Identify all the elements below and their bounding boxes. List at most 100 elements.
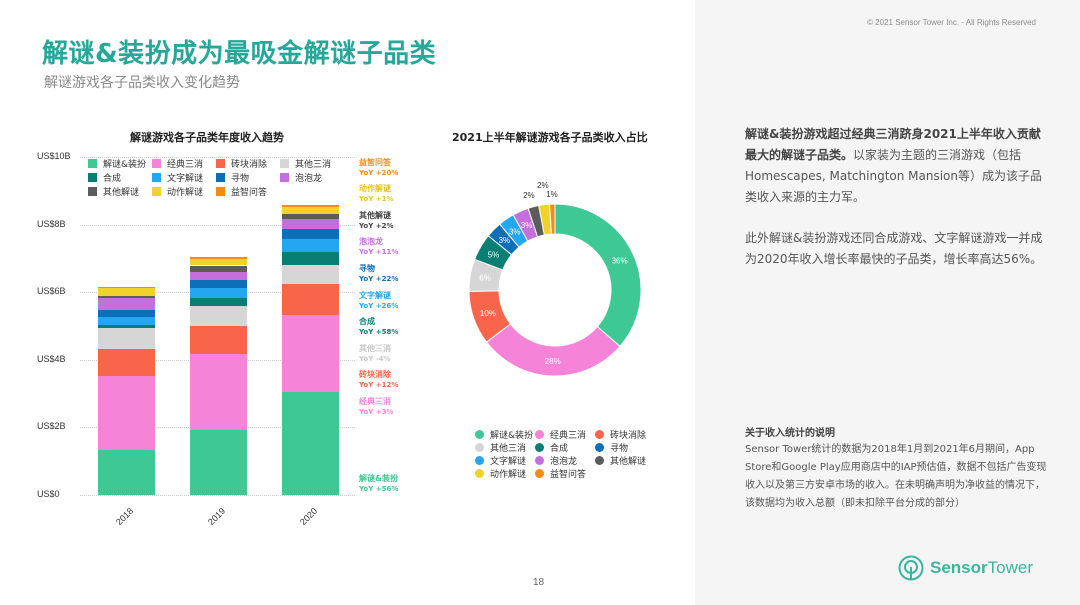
legend-swatch	[88, 187, 97, 196]
donut-slice	[485, 323, 621, 377]
donut-slice-label: 1%	[546, 190, 558, 199]
bar-segment	[190, 430, 247, 495]
bar-segment	[98, 348, 155, 376]
legend-swatch	[216, 159, 225, 168]
legend-label: 合成	[103, 174, 122, 184]
legend-item: 其他三消	[280, 157, 344, 170]
legend-swatch	[152, 173, 161, 182]
bar-segment	[190, 326, 247, 355]
legend-label: 砖块消除	[610, 430, 647, 441]
legend-item: 泡泡龙	[280, 171, 344, 184]
insight-paragraph-1: 解谜&装扮游戏超过经典三消跻身2021上半年收入贡献最大的解谜子品类。以家装为主…	[745, 124, 1045, 208]
bar-segment	[282, 264, 339, 284]
donut-legend-item: 泡泡龙	[535, 454, 595, 467]
legend-swatch	[280, 173, 289, 182]
legend-label: 文字解谜	[167, 174, 204, 184]
legend-dot	[475, 429, 484, 439]
bar-segment	[98, 298, 155, 311]
legend-dot	[595, 442, 604, 452]
bar-segment	[282, 204, 339, 208]
bar-segment	[282, 391, 339, 495]
donut-slice	[549, 203, 556, 235]
bar-segment	[282, 229, 339, 240]
bar-2020	[282, 204, 339, 495]
bar-segment	[282, 283, 339, 315]
bar-segment	[190, 258, 247, 266]
note-title: 关于收入统计的说明	[745, 428, 835, 439]
insight-highlight: 解谜&装扮游戏超过经典三消跻身2021上半年收入贡献最大的解谜子品类。	[745, 127, 1041, 162]
legend-label: 其他三消	[490, 443, 527, 454]
legend-item: 其他解谜	[88, 185, 152, 198]
gridline	[80, 495, 355, 496]
legend-dot	[595, 455, 604, 465]
page-number: 18	[533, 577, 545, 588]
donut-slice-label: 2%	[523, 191, 535, 200]
insight-text: 以家装为主题的三消游戏（包括Homescapes, Matchington Ma…	[745, 148, 1043, 204]
donut-chart-title: 2021上半年解谜游戏各子品类收入占比	[452, 131, 648, 144]
legend-label: 动作解谜	[490, 469, 527, 480]
legend-label: 砖块消除	[231, 160, 268, 170]
sensor-tower-logo: SensorTower	[898, 555, 1033, 581]
legend-swatch	[88, 159, 97, 168]
legend-swatch	[280, 159, 289, 168]
legend-item: 益智问答	[216, 185, 280, 198]
donut-legend-item: 益智问答	[535, 467, 595, 480]
legend-label: 合成	[550, 443, 569, 454]
legend-label: 其他解谜	[610, 456, 647, 467]
legend-dot	[535, 468, 544, 478]
legend-label: 动作解谜	[167, 188, 204, 198]
legend-label: 解谜&装扮	[490, 430, 534, 441]
donut-legend-item: 砖块消除	[595, 428, 655, 441]
logo-wordmark: SensorTower	[930, 558, 1033, 577]
donut-legend-item: 解谜&装扮	[475, 428, 535, 441]
legend-label: 解谜&装扮	[103, 160, 147, 170]
legend-label: 经典三消	[167, 160, 204, 170]
bar-segment	[190, 279, 247, 288]
donut-slice-label: 6%	[479, 274, 491, 283]
yoy-label: 经典三消 YoY +3%	[359, 397, 394, 416]
donut-legend-item: 动作解谜	[475, 467, 535, 480]
legend-label: 文字解谜	[490, 456, 527, 467]
y-axis-label: US$4B	[37, 353, 66, 364]
legend-swatch	[216, 173, 225, 182]
legend-item: 文字解谜	[152, 171, 216, 184]
donut-legend-item: 寻物	[595, 441, 655, 454]
bar-segment	[190, 306, 247, 326]
bar-segment	[282, 239, 339, 252]
yoy-label: 寻物 YoY +22%	[359, 264, 399, 283]
legend-dot	[535, 442, 544, 452]
legend-label: 其他三消	[295, 160, 332, 170]
bar-segment	[190, 256, 247, 259]
legend-label: 益智问答	[231, 188, 268, 198]
donut-slice-label: 5%	[488, 251, 500, 260]
yoy-label: 解谜&装扮 YoY +56%	[359, 474, 399, 493]
legend-item: 经典三消	[152, 157, 216, 170]
bar-segment	[98, 375, 155, 451]
copyright-notice: © 2021 Sensor Tower Inc. - All Rights Re…	[867, 18, 1036, 27]
yoy-label: 砖块消除 YoY +12%	[359, 370, 399, 389]
legend-dot	[475, 442, 484, 452]
donut-legend-item: 其他解谜	[595, 454, 655, 467]
legend-swatch	[216, 187, 225, 196]
legend-dot	[595, 429, 604, 439]
yoy-label: 合成 YoY +58%	[359, 317, 399, 336]
legend-item: 动作解谜	[152, 185, 216, 198]
bar-segment	[282, 207, 339, 214]
yoy-label: 益智问答 YoY +20%	[359, 158, 399, 177]
y-axis-label: US$0	[37, 489, 60, 499]
legend-item: 解谜&装扮	[88, 157, 152, 170]
bar-chart-title: 解谜游戏各子品类年度收入趋势	[130, 131, 284, 144]
bar-segment	[282, 218, 339, 229]
bar-2018	[98, 287, 155, 495]
insight-paragraph-2: 此外解谜&装扮游戏还同合成游戏、文字解谜游戏一并成为2020年收入增长率最快的子…	[745, 231, 1043, 266]
page-subtitle: 解谜游戏各子品类收入变化趋势	[44, 75, 240, 91]
y-axis-label: US$6B	[37, 286, 66, 297]
donut-legend-item: 经典三消	[535, 428, 595, 441]
legend-item: 寻物	[216, 171, 280, 184]
bar-segment	[282, 251, 339, 265]
y-axis-label: US$10B	[37, 151, 71, 161]
donut-legend-item: 文字解谜	[475, 454, 535, 467]
donut-slice	[554, 203, 642, 348]
legend-dot	[475, 455, 484, 465]
legend-item: 合成	[88, 171, 152, 184]
